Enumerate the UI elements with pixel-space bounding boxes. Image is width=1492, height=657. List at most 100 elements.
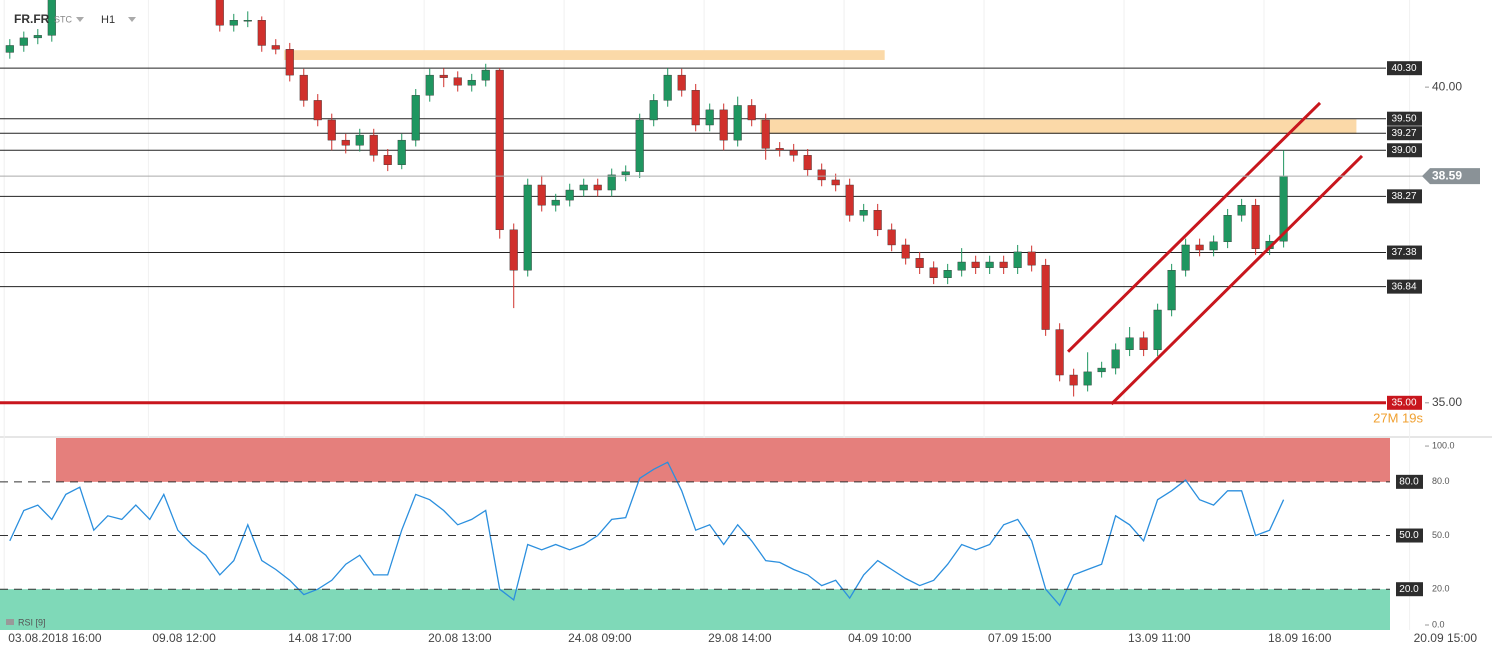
rsi-label-box <box>1396 582 1423 597</box>
candle-body <box>663 74 672 101</box>
candle-body <box>747 105 756 121</box>
dropdown-arrow[interactable] <box>128 17 136 22</box>
candle-body <box>1223 215 1232 243</box>
candle-body <box>453 77 462 86</box>
rsi-line <box>9 461 1285 607</box>
candle-body <box>845 184 854 216</box>
candle-body <box>47 0 56 36</box>
dropdown-arrow[interactable] <box>76 17 84 22</box>
level-label: 35.00 <box>1391 397 1416 408</box>
candle-body <box>383 155 392 165</box>
candle-body <box>985 261 994 268</box>
candle-body <box>467 79 476 86</box>
candle-body <box>1139 337 1148 350</box>
candle-body <box>341 139 350 146</box>
candle-body <box>1055 329 1064 376</box>
candle-body <box>719 109 728 141</box>
candle-body <box>1097 367 1106 373</box>
level-label: 37.38 <box>1391 247 1416 258</box>
candle-body <box>243 20 252 22</box>
candle-body <box>551 199 560 206</box>
candle-body <box>5 45 14 53</box>
symbol[interactable]: FR.FR <box>14 12 50 26</box>
candle-body <box>915 258 924 268</box>
candle-body <box>1013 251 1022 268</box>
level-label: 40.30 <box>1391 63 1416 74</box>
rsi-icon[interactable] <box>6 619 14 625</box>
level-label-box <box>1387 189 1422 204</box>
zone <box>284 50 885 60</box>
x-tick-label: 24.08 09:00 <box>568 631 632 645</box>
candle-body <box>1083 371 1092 386</box>
candle-body <box>1251 204 1260 249</box>
candle-body <box>859 210 868 216</box>
candle-body <box>299 74 308 101</box>
candle-body <box>481 69 490 81</box>
candle-body <box>285 49 294 76</box>
candle-body <box>1237 204 1246 216</box>
x-tick-label: 18.09 16:00 <box>1268 631 1332 645</box>
rsi-tick-label: 20.0 <box>1399 584 1419 595</box>
level-label: 36.84 <box>1391 281 1416 292</box>
rsi-label: RSI [9] <box>18 617 46 627</box>
candle-body <box>397 139 406 165</box>
candle-body <box>369 134 378 156</box>
x-tick-label: 03.08.2018 16:00 <box>8 631 102 645</box>
candle-body <box>691 90 700 126</box>
candle-body <box>19 37 28 46</box>
x-tick-label: 29.08 14:00 <box>708 631 772 645</box>
candle-body <box>425 74 434 96</box>
rsi-axis-label: 100.0 <box>1432 440 1455 450</box>
candle-body <box>1195 244 1204 251</box>
zone <box>760 119 1357 134</box>
candle-body <box>677 74 686 91</box>
timeframe[interactable]: H1 <box>101 14 115 26</box>
current-price-tag <box>1422 168 1480 185</box>
candle-body <box>733 105 742 141</box>
candle-body <box>887 229 896 246</box>
candle-body <box>1069 374 1078 386</box>
countdown: 27M 19s <box>1373 410 1423 425</box>
level-label-box <box>1387 245 1422 260</box>
channel-line <box>1110 154 1364 406</box>
rsi-plot <box>0 438 1390 630</box>
current-price-label: 38.59 <box>1432 168 1462 182</box>
rsi-label-box <box>1396 528 1423 543</box>
candle-body <box>257 20 266 46</box>
candle-body <box>957 261 966 271</box>
x-tick-label: 20.08 13:00 <box>428 631 492 645</box>
x-tick-label: 04.09 10:00 <box>848 631 912 645</box>
candle-body <box>943 270 952 278</box>
level-label-box <box>1387 126 1422 141</box>
rsi-label-box <box>1396 474 1423 489</box>
candle-body <box>971 261 980 268</box>
candle-body <box>33 35 42 39</box>
candle-body <box>817 169 826 181</box>
rsi-tick-label: 50.0 <box>1399 530 1419 541</box>
level-label-box <box>1387 143 1422 158</box>
candle-body <box>327 119 336 141</box>
candle-body <box>579 184 588 191</box>
level-label: 39.50 <box>1391 113 1416 124</box>
x-tick-label: 09.08 12:00 <box>152 631 216 645</box>
candle-body <box>313 100 322 121</box>
rsi-tick-label: 80.0 <box>1399 476 1419 487</box>
oversold-zone <box>0 589 1390 630</box>
candle-body <box>1153 309 1162 350</box>
candle-body <box>803 155 812 171</box>
level-label: 39.27 <box>1391 128 1416 139</box>
level-label-box <box>1387 395 1422 410</box>
candle-body <box>229 20 238 26</box>
candle-body <box>775 148 784 151</box>
candle-body <box>271 45 280 50</box>
level-label-box <box>1387 61 1422 76</box>
rsi-axis-label: 80.0 <box>1432 476 1450 486</box>
x-tick-label: 13.09 11:00 <box>1128 631 1191 645</box>
y-tick-label: 40.00 <box>1432 79 1462 93</box>
candle-body <box>495 69 504 231</box>
candle-body <box>831 179 840 186</box>
candle-body <box>929 267 938 278</box>
candle-body <box>509 229 518 271</box>
